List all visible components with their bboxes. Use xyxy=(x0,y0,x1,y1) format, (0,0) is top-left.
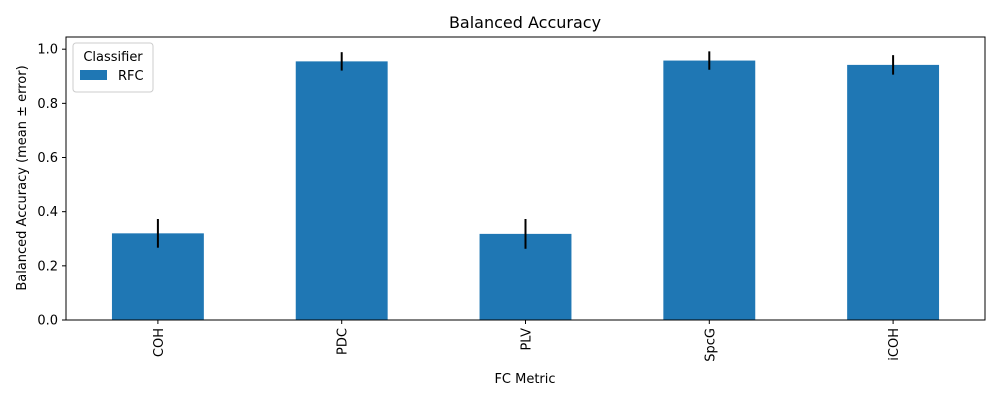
bar xyxy=(295,61,388,321)
x-tick-label: PDC xyxy=(336,328,351,355)
x-tick-label: PLV xyxy=(520,328,535,351)
bar xyxy=(111,233,204,320)
legend-swatch xyxy=(80,70,107,80)
bar xyxy=(847,64,940,320)
y-tick-label: 0.2 xyxy=(37,259,58,274)
y-tick-label: 0.0 xyxy=(37,314,58,329)
y-tick-label: 0.8 xyxy=(37,97,58,112)
y-tick-label: 0.4 xyxy=(37,205,58,220)
legend-title: Classifier xyxy=(83,50,143,65)
plot-area: 0.0 0.2 0.4 0.6 0.8 1.0 COH PDC PLV SpcG iCOH xyxy=(37,36,986,362)
y-tick-label: 0.6 xyxy=(37,151,58,166)
y-axis-label: Balanced Accuracy (mean ± error) xyxy=(15,65,30,290)
y-tick-label: 1.0 xyxy=(37,43,58,58)
x-axis-label: FC Metric xyxy=(494,372,555,387)
x-tick-label: SpcG xyxy=(703,328,718,362)
bar xyxy=(663,60,756,321)
legend-label: RFC xyxy=(118,69,144,84)
x-tick-label: iCOH xyxy=(887,328,902,361)
x-tick-label: COH xyxy=(152,328,167,357)
legend: Classifier RFC xyxy=(72,42,154,93)
chart-title: Balanced Accuracy xyxy=(449,13,601,32)
